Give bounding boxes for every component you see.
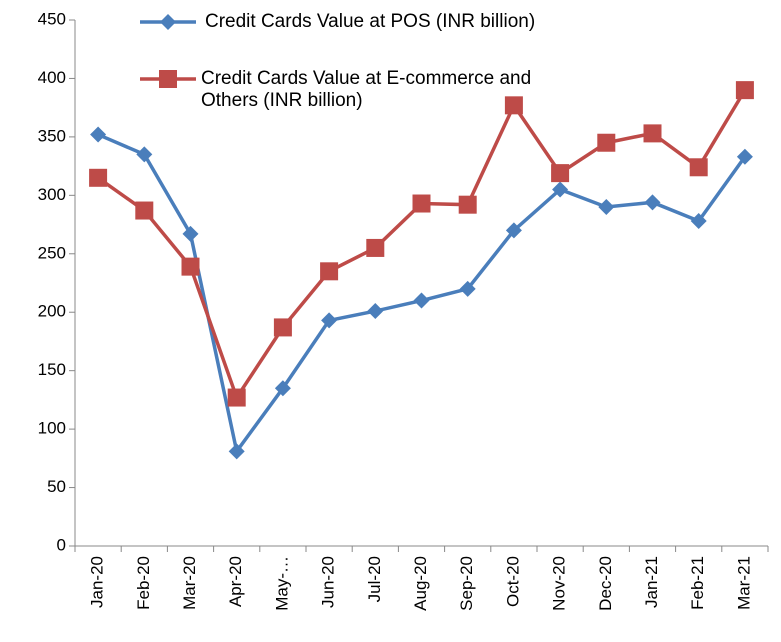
y-tick-label: 150: [38, 360, 66, 379]
point: [598, 199, 615, 216]
x-tick-label: May-…: [272, 556, 291, 611]
x-tick-label: Jul-20: [365, 556, 384, 602]
x-tick-label: Apr-20: [226, 556, 245, 607]
legend-label: Credit Cards Value at E-commerce and Oth…: [201, 68, 532, 111]
point: [689, 158, 708, 177]
point: [644, 194, 661, 211]
y-tick-label: 300: [38, 185, 66, 204]
point: [321, 312, 338, 329]
point: [227, 388, 246, 407]
point: [181, 257, 200, 276]
point: [366, 238, 385, 257]
x-tick-label: Dec-20: [596, 556, 615, 611]
y-tick-label: 0: [57, 535, 66, 554]
point: [505, 222, 522, 239]
point: [367, 303, 384, 320]
legend-label: Credit Cards Value at POS (INR billion): [205, 11, 536, 32]
point: [135, 201, 154, 220]
point: [90, 126, 107, 143]
y-tick-label: 450: [38, 9, 66, 28]
y-tick-label: 50: [47, 477, 66, 496]
point: [690, 213, 707, 230]
point: [136, 146, 153, 163]
point: [504, 96, 523, 115]
legend-marker: [160, 14, 176, 30]
point: [89, 168, 108, 187]
x-tick-label: Jan-20: [88, 556, 107, 608]
x-tick-label: Mar-20: [180, 556, 199, 610]
x-tick-label: Mar-21: [734, 556, 753, 610]
point: [458, 195, 477, 214]
point: [228, 443, 245, 460]
point: [320, 262, 339, 281]
x-tick-label: Jun-20: [319, 556, 338, 608]
x-tick-label: Sep-20: [457, 556, 476, 611]
y-tick-label: 200: [38, 302, 66, 321]
x-tick-label: Feb-21: [688, 556, 707, 610]
point: [413, 292, 430, 309]
y-tick-label: 350: [38, 126, 66, 145]
y-tick-label: 250: [38, 243, 66, 262]
point: [552, 181, 569, 198]
y-tick-label: 400: [38, 68, 66, 87]
y-tick-label: 100: [38, 419, 66, 438]
point: [736, 148, 753, 165]
point: [551, 164, 570, 183]
point: [274, 380, 291, 397]
x-tick-label: Feb-20: [134, 556, 153, 610]
x-tick-label: Jan-21: [642, 556, 661, 608]
point: [459, 280, 476, 297]
point: [273, 318, 292, 337]
x-tick-label: Nov-20: [550, 556, 569, 611]
point: [597, 133, 616, 152]
legend-marker: [159, 70, 177, 88]
point: [735, 81, 754, 100]
x-tick-label: Oct-20: [503, 556, 522, 607]
point: [643, 124, 662, 143]
point: [182, 225, 199, 242]
point: [412, 194, 431, 213]
x-tick-label: Aug-20: [411, 556, 430, 611]
